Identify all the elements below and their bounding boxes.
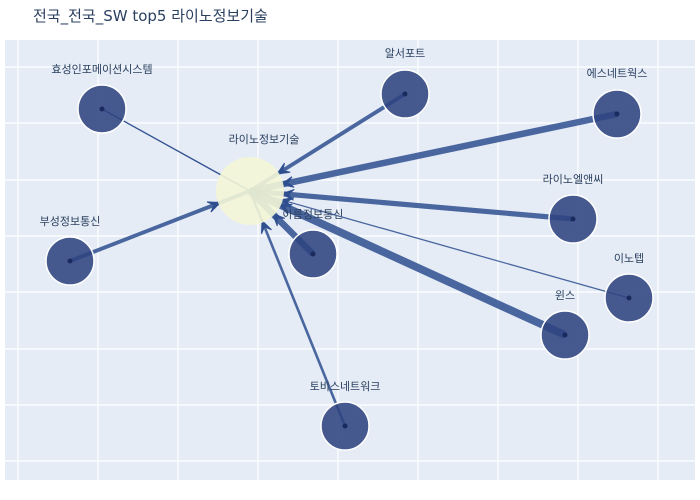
arrowhead-bosung bbox=[206, 201, 222, 213]
node-dot-bosung bbox=[67, 258, 73, 264]
arrowhead-esnetworks bbox=[280, 176, 295, 188]
edge-wins bbox=[248, 187, 567, 339]
node-dot-inotep bbox=[626, 295, 632, 301]
node-dot-arum bbox=[310, 251, 316, 257]
node-label-tobesoft: 토비스네트워크 bbox=[310, 380, 381, 393]
node-dot-alseoport bbox=[402, 91, 408, 97]
nodes bbox=[45, 69, 654, 451]
arrowhead-tobesoft bbox=[260, 219, 272, 235]
edge-inotep bbox=[249, 190, 630, 299]
node-dot-tobesoft bbox=[342, 423, 348, 429]
node-label-inotep: 이노텝 bbox=[614, 252, 644, 265]
node-dot-hyosung bbox=[99, 106, 105, 112]
node-label-wins: 윈스 bbox=[555, 288, 575, 302]
node-dot-esnetworks bbox=[614, 111, 620, 117]
edge-rinoLnc bbox=[249, 188, 574, 222]
node-dot-wins bbox=[562, 332, 568, 338]
node-label-alseoport: 알서포트 bbox=[385, 46, 425, 60]
node-label-arum: 아름정보통신 bbox=[283, 208, 344, 221]
node-label-hyosung: 효성인포메이션시스템 bbox=[51, 63, 152, 76]
arrowhead-arum bbox=[271, 212, 286, 227]
node-label-bosung: 부성정보통신 bbox=[40, 215, 101, 228]
center-node-label: 라이노정보기술 bbox=[229, 133, 300, 146]
chart-title: 전국_전국_SW top5 라이노정보기술 bbox=[33, 7, 268, 25]
center-node[interactable] bbox=[216, 157, 284, 225]
edge-esnetworks bbox=[249, 110, 618, 195]
node-label-esnetworks: 에스네트웍스 bbox=[587, 67, 648, 80]
arrowhead-alseoport bbox=[276, 162, 291, 175]
edge-tobesoft bbox=[248, 190, 347, 427]
node-dot-rinoLnc bbox=[570, 216, 576, 222]
node-label-rinoLnc: 라이노엘앤씨 bbox=[543, 173, 604, 186]
arrowhead-wins bbox=[277, 203, 293, 215]
